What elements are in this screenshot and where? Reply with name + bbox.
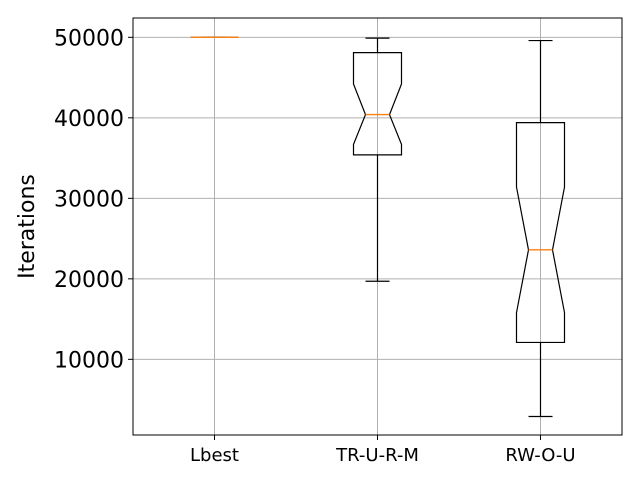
y-tick-label: 50000 xyxy=(54,26,124,51)
y-tick-label: 20000 xyxy=(54,268,124,293)
box-rw-o-u xyxy=(515,39,566,418)
box-tr-u-r-m xyxy=(352,37,403,282)
box-body xyxy=(515,122,566,344)
box-body xyxy=(352,52,403,156)
x-tick-label: TR-U-R-M xyxy=(335,445,419,466)
box-series xyxy=(190,36,566,418)
y-tick-label: 10000 xyxy=(54,348,124,373)
y-tick-label: 40000 xyxy=(54,107,124,132)
y-tick-label: 30000 xyxy=(54,187,124,212)
y-axis-label: Iterations xyxy=(15,174,40,279)
x-tick-label: RW-O-U xyxy=(505,445,575,466)
x-tick-label: Lbest xyxy=(190,445,239,466)
x-axis-ticks: Lbest TR-U-R-M RW-O-U xyxy=(190,435,576,466)
y-axis-ticks: 10000 20000 30000 40000 50000 xyxy=(54,26,133,373)
